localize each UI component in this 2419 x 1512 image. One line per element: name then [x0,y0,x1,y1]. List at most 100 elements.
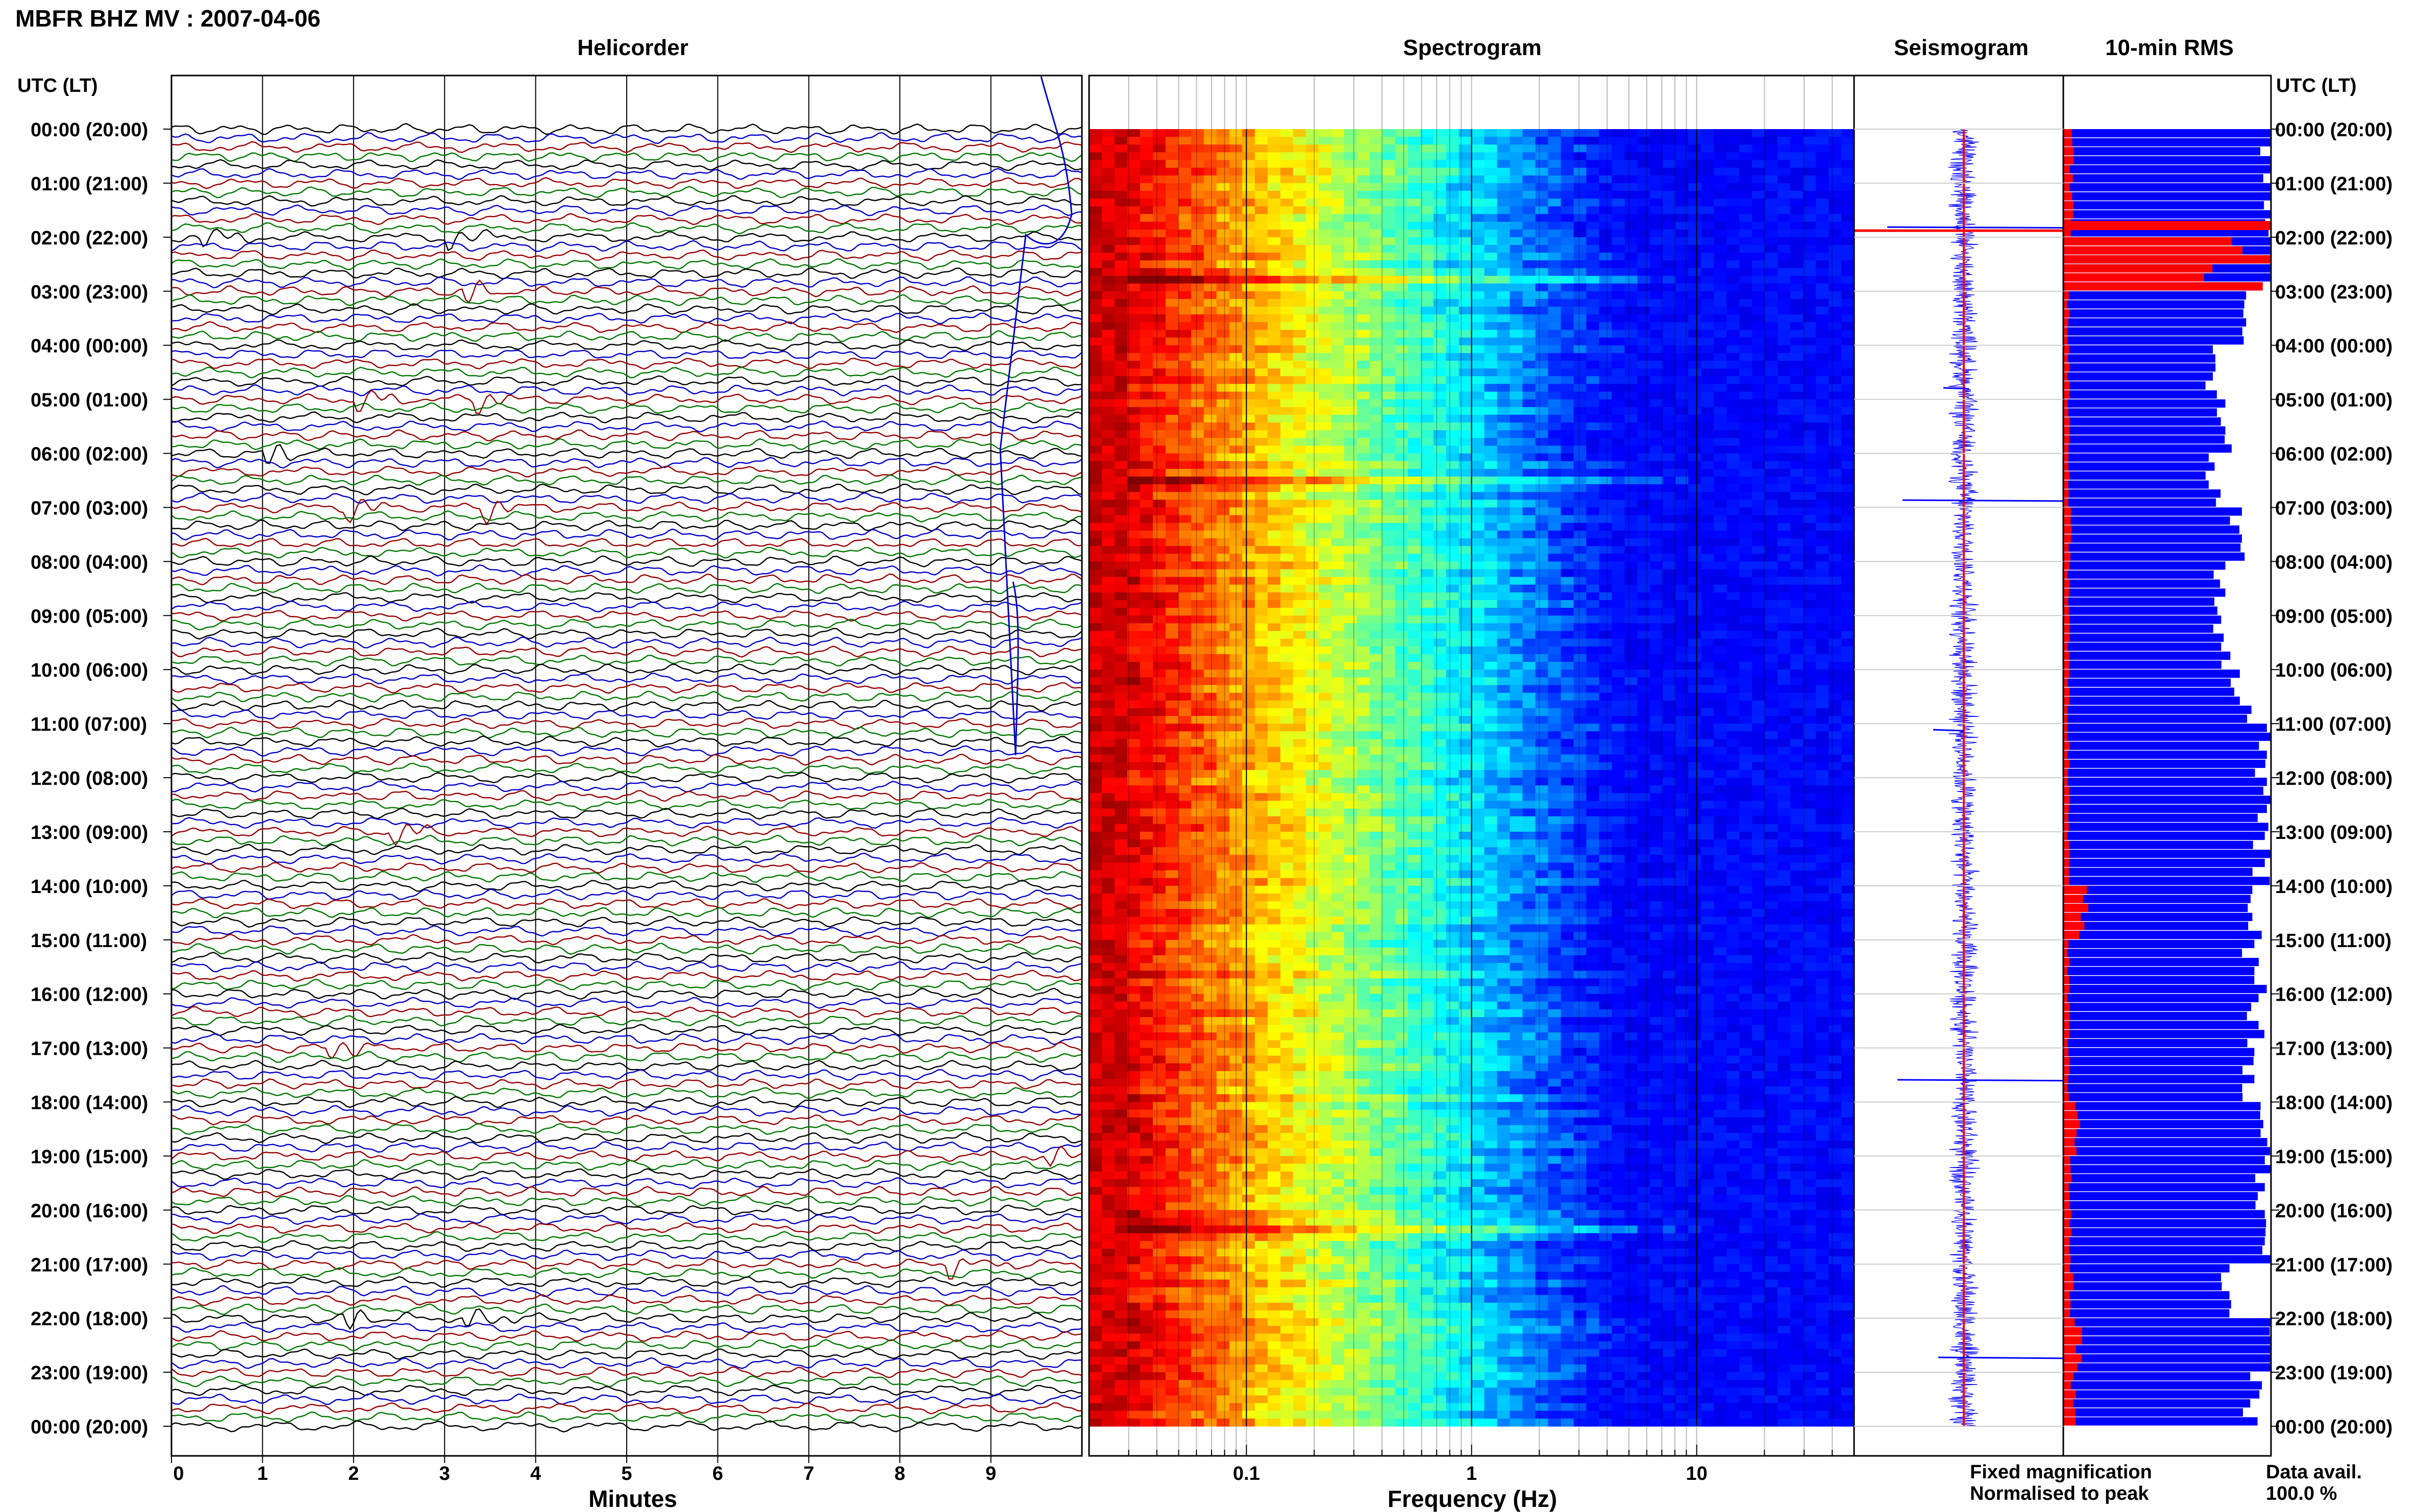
spectrogram-cell [1267,175,1281,184]
spectrogram-cell [1675,592,1689,601]
spectrogram-cell [1522,461,1536,469]
spectrogram-cell [1765,384,1778,392]
helicorder-trace [171,610,1082,622]
spectrogram-cell [1497,600,1511,608]
spectrogram-cell [1561,608,1574,616]
spectrogram-cell [1714,152,1727,161]
spectrogram-cell [1152,530,1166,539]
spectrogram-cell [1650,500,1663,508]
spectrogram-cell [1714,360,1727,369]
spectrogram-cell [1471,453,1485,462]
spectrogram-cell [1586,160,1599,168]
spectrogram-cell [1535,299,1548,307]
spectrogram-cell [1152,600,1166,608]
spectrogram-cell [1459,253,1472,261]
spectrogram-cell [1408,376,1421,384]
spectrogram-cell [1408,322,1421,330]
spectrogram-cell [1790,423,1804,431]
spectrogram-cell [1471,253,1485,261]
helicorder-trace [171,1105,1082,1118]
spectrogram-cell [1115,376,1128,384]
spectrogram-cell [1701,700,1714,709]
spectrogram-cell [1127,407,1141,415]
spectrogram-cell [1369,468,1383,477]
spectrogram-cell [1115,538,1128,547]
spectrogram-cell [1561,538,1574,547]
spectrogram-cell [1089,623,1102,632]
spectrogram-cell [1765,214,1778,222]
spectrogram-cell [1624,569,1638,578]
spectrogram-cell [1433,368,1447,377]
spectrogram-cell [1331,708,1345,716]
spectrogram-cell [1446,584,1460,593]
spectrogram-cell [1369,662,1383,670]
spectrogram-cell [1369,407,1383,415]
spectrogram-cell [1102,291,1115,300]
spectrogram-cell [1459,708,1472,716]
spectrogram-cell [1305,484,1319,492]
helicorder-trace [171,1420,1082,1433]
spectrogram-cell [1446,523,1460,531]
spectrogram-cell [1535,692,1548,701]
spectrogram-cell [1586,414,1599,423]
spectrogram-cell [1459,314,1472,323]
spectrogram-cell [1254,199,1268,207]
spectrogram-cell [1216,453,1230,462]
spectrogram-cell [1140,708,1153,716]
spectrogram-cell [1395,600,1409,608]
spectrogram-cell [1318,445,1332,454]
spectrogram-cell [1778,191,1791,199]
spectrogram-cell [1446,245,1460,253]
spectrogram-cell [1471,407,1485,415]
spectrogram-cell [1459,646,1472,655]
spectrogram-cell [1356,600,1370,608]
spectrogram-cell [1280,670,1294,678]
spectrogram-cell [1446,391,1460,400]
spectrogram-cell [1548,191,1561,199]
spectrogram-cell [1778,175,1791,184]
spectrogram-cell [1165,291,1179,300]
spectrogram-cell [1382,276,1396,284]
spectrogram-cell [1344,414,1357,423]
spectrogram-cell [1548,592,1561,601]
spectrogram-cell [1561,638,1574,647]
spectrogram-cell [1599,399,1612,408]
helicorder-trace [171,384,1082,396]
spectrogram-cell [1535,206,1548,214]
spectrogram-cell [1305,199,1319,207]
spectrogram-cell [1714,670,1727,678]
spectrogram-cell [1765,654,1778,662]
spectrogram-cell [1459,199,1472,207]
spectrogram-cell [1841,700,1855,709]
spectrogram-cell [1254,191,1268,199]
spectrogram-cell [1701,500,1714,508]
spectrogram-cell [1816,515,1829,524]
spectrogram-cell [1216,368,1230,377]
spectrogram-cell [1510,214,1523,222]
spectrogram-cell [1510,268,1523,277]
spectrogram-cell [1675,314,1689,323]
spectrogram-cell [1752,538,1765,547]
spectrogram-cell [1548,183,1561,191]
spectrogram-cell [1484,167,1498,176]
spectrogram-cell [1624,199,1638,207]
spectrogram-cell [1433,670,1447,678]
spectrogram-cell [1356,554,1370,562]
spectrogram-cell [1229,368,1243,377]
spectrogram-cell [1675,376,1689,384]
spectrogram-cell [1115,530,1128,539]
spectrogram-cell [1152,608,1166,616]
spectrogram-cell [1102,615,1115,624]
spectrogram-cell [1408,554,1421,562]
spectrogram-cell [1140,360,1153,369]
spectrogram-cell [1152,160,1166,168]
spectrogram-cell [1382,670,1396,678]
spectrogram-cell [1663,175,1676,184]
spectrogram-cell [1701,167,1714,176]
spectrogram-cell [1624,724,1638,732]
spectrogram-cell [1510,453,1523,462]
spectrogram-cell [1216,507,1230,516]
spectrogram-cell [1701,554,1714,562]
spectrogram-cell [1331,360,1345,369]
spectrogram-cell [1459,484,1472,492]
